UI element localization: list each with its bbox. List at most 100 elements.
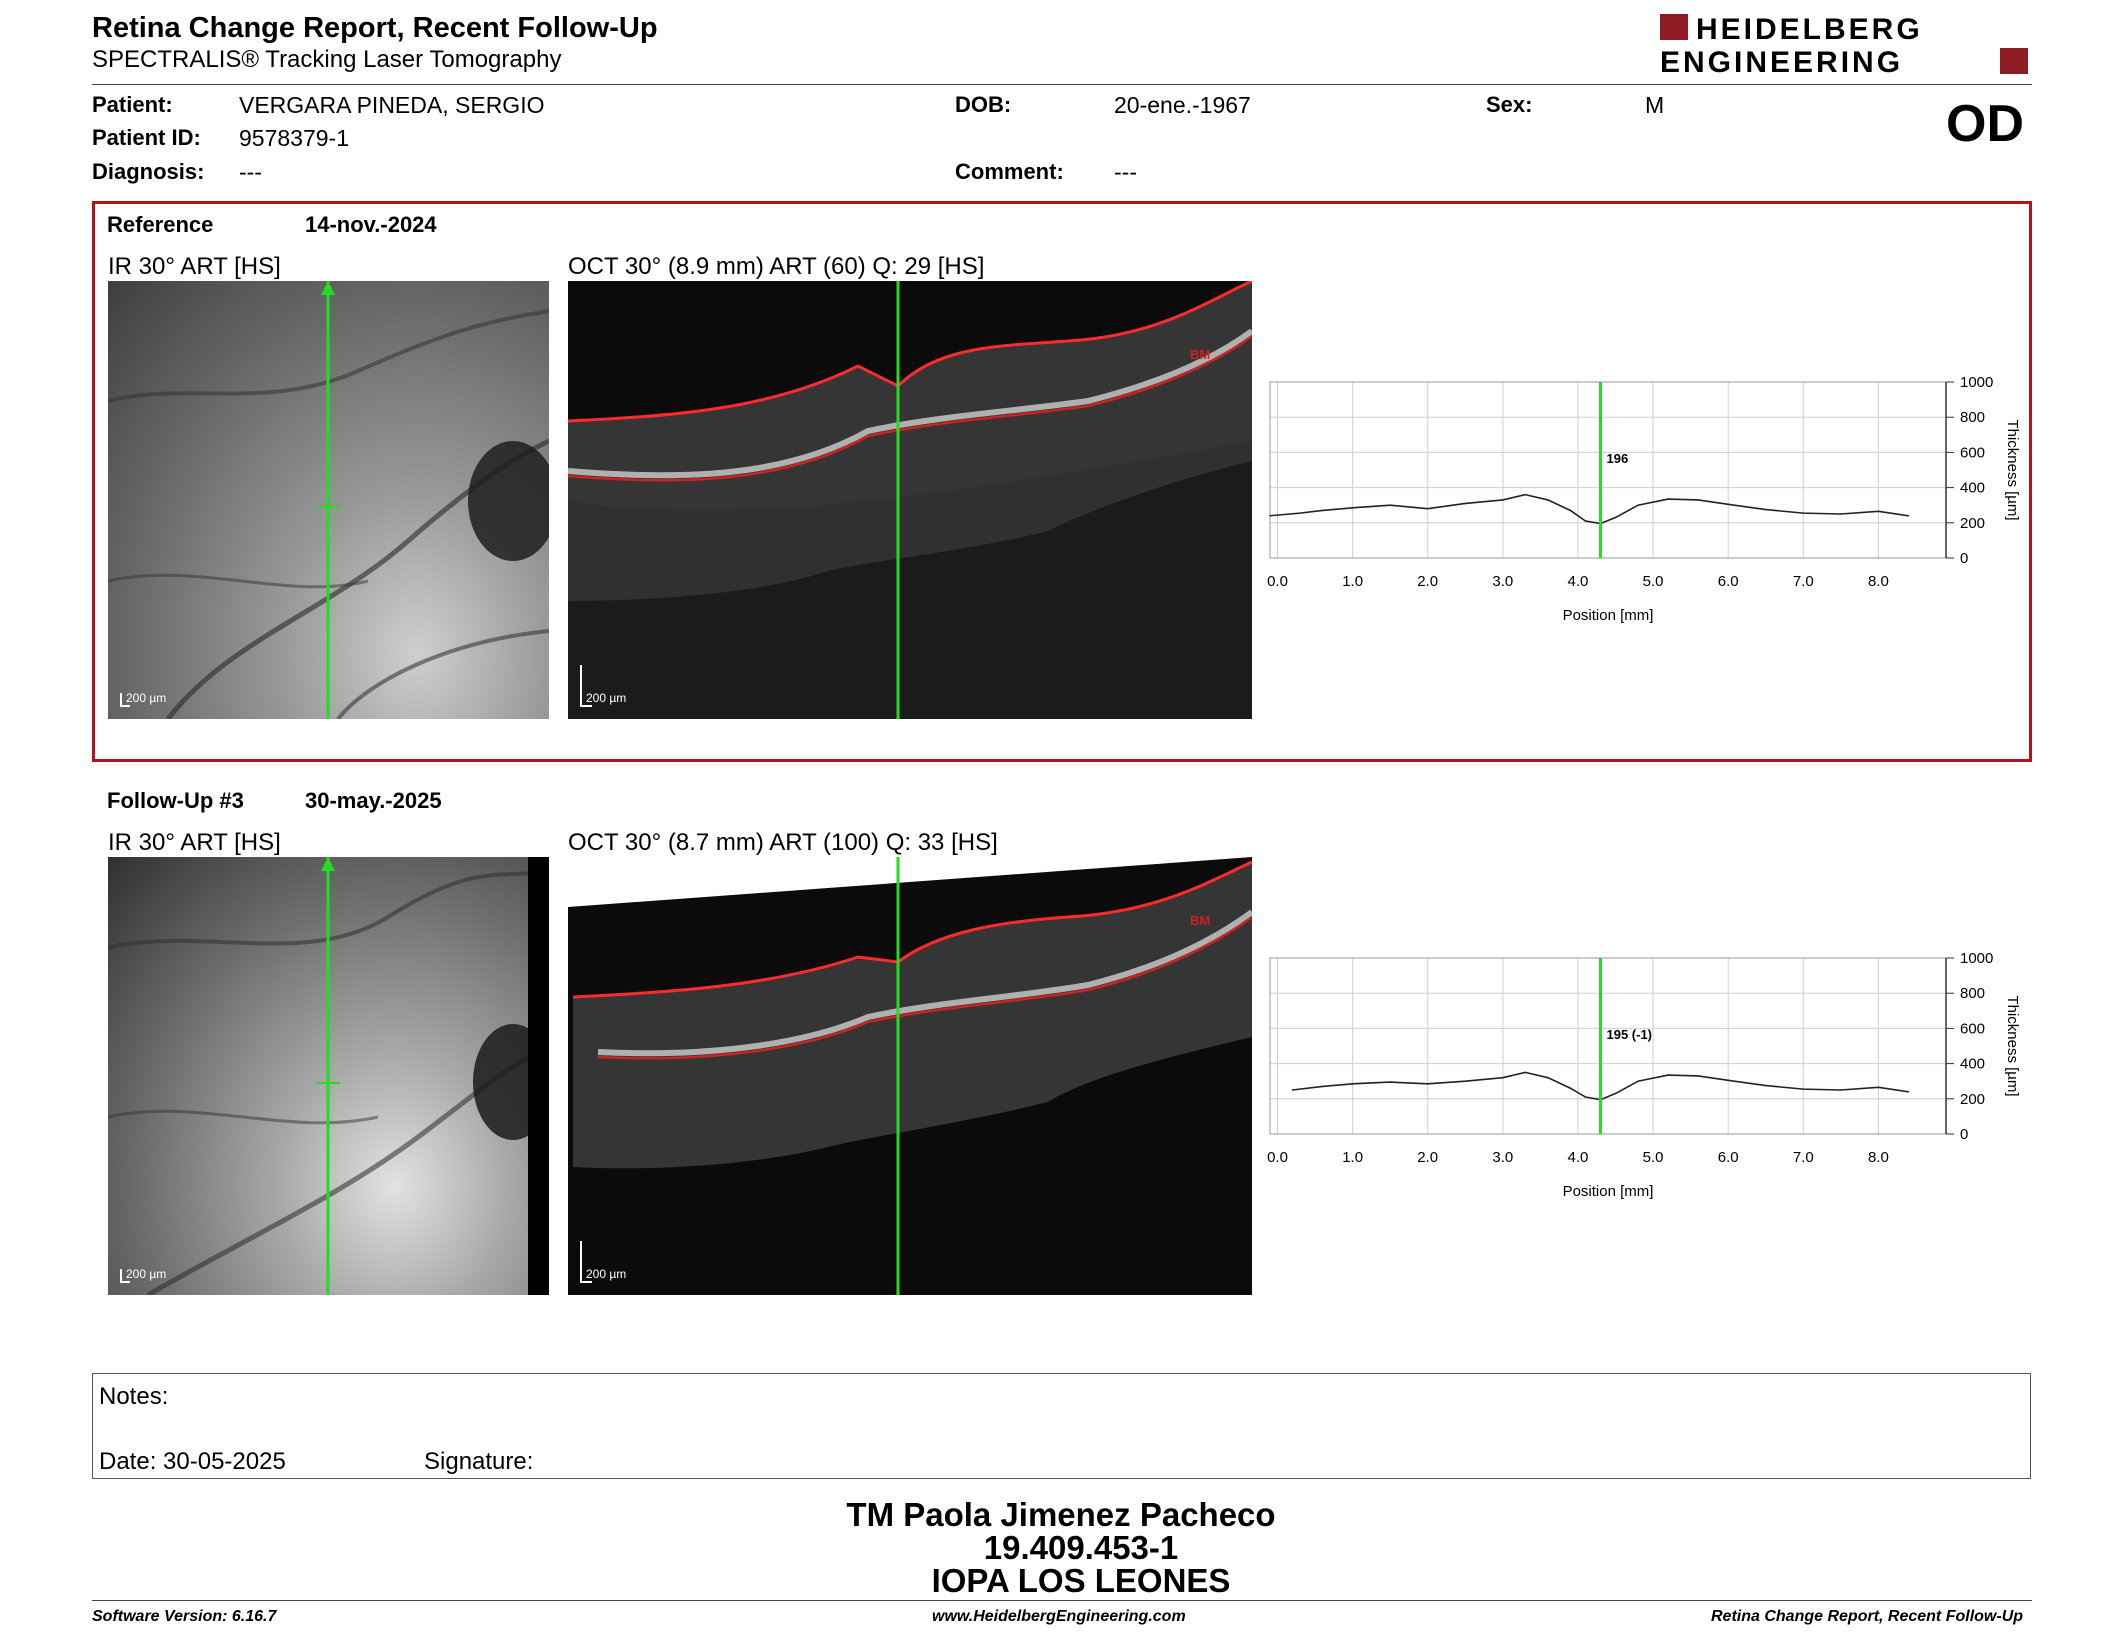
reference-chart-series-point bbox=[1614, 516, 1617, 519]
followup-chart-series-point bbox=[1614, 1092, 1617, 1095]
reference-chart-xtick-label: 4.0 bbox=[1568, 573, 1589, 590]
followup-chart-xtick-label: 8.0 bbox=[1868, 1149, 1889, 1166]
followup-oct-caption: OCT 30° (8.7 mm) ART (100) Q: 33 [HS] bbox=[568, 829, 998, 856]
followup-chart-series-point bbox=[1464, 1080, 1467, 1082]
reference-ir-image: 200 µm bbox=[108, 281, 549, 719]
diagnosis-value: --- bbox=[239, 159, 262, 185]
reference-chart-ytick-label: 200 bbox=[1960, 515, 1985, 532]
svg-text:HEIDELBERG: HEIDELBERG bbox=[1696, 13, 1923, 46]
reference-chart-series-point bbox=[1269, 514, 1271, 517]
followup-chart-plot-frame bbox=[1269, 957, 1947, 1135]
eye-laterality: OD bbox=[1946, 95, 2024, 153]
reference-chart-ytick-label: 400 bbox=[1960, 480, 1985, 497]
notes-label: Notes: bbox=[99, 1383, 169, 1410]
svg-text:BM: BM bbox=[1190, 913, 1210, 928]
followup-chart-xtick-label: 5.0 bbox=[1643, 1149, 1664, 1166]
sex-label: Sex: bbox=[1486, 92, 1533, 117]
reference-chart-series-point bbox=[1547, 499, 1549, 501]
reference-chart-series-point bbox=[1426, 507, 1429, 510]
notes-box[interactable] bbox=[92, 1373, 2031, 1479]
reference-ir-scalebar: 200 µm bbox=[120, 681, 180, 707]
reference-date: 14-nov.-2024 bbox=[305, 212, 437, 237]
reference-chart-marker-value: 196 bbox=[1606, 451, 1628, 466]
followup-ir-scalebar: 200 µm bbox=[120, 1257, 180, 1283]
heidelberg-logo: HEIDELBERG ENGINEERING bbox=[1660, 13, 2028, 76]
reference-chart-series-point bbox=[1584, 520, 1587, 522]
reference-chart-series-point bbox=[1321, 509, 1324, 512]
clinic-name: IOPA LOS LEONES bbox=[931, 1562, 1231, 1599]
followup-ir-image: 200 µm bbox=[108, 857, 549, 1295]
reference-oct-image: BM 200 µm bbox=[568, 281, 1252, 719]
reference-chart-ytick-label: 600 bbox=[1960, 444, 1985, 461]
reference-chart-series-point bbox=[1351, 507, 1354, 509]
followup-ir-caption: IR 30° ART [HS] bbox=[108, 829, 281, 856]
dob-label: DOB: bbox=[955, 92, 1012, 117]
followup-chart-y-axis-label: Thickness [µm] bbox=[2004, 995, 2021, 1096]
reference-chart-x-axis-label: Position [mm] bbox=[1563, 607, 1654, 624]
followup-chart-ytick-label: 1000 bbox=[1960, 950, 1993, 967]
footer-report-name: Retina Change Report, Recent Follow-Up bbox=[1711, 1608, 2024, 1625]
svg-text:ENGINEERING: ENGINEERING bbox=[1660, 46, 1903, 76]
followup-chart-series-point bbox=[1584, 1096, 1587, 1098]
reference-chart-xtick-label: 6.0 bbox=[1718, 573, 1739, 590]
signature-label: Signature: bbox=[424, 1448, 534, 1475]
reference-chart-xtick-label: 0.0 bbox=[1267, 573, 1288, 590]
followup-chart-xtick-label: 0.0 bbox=[1267, 1149, 1288, 1166]
svg-text:BM: BM bbox=[1190, 347, 1210, 362]
followup-chart-series-point bbox=[1697, 1075, 1699, 1077]
followup-oct-image: BM 200 µm bbox=[568, 857, 1252, 1295]
reference-chart-series-point bbox=[1502, 499, 1504, 501]
reference-chart-xtick-label: 1.0 bbox=[1342, 573, 1363, 590]
report-subtitle: SPECTRALIS® Tracking Laser Tomography bbox=[92, 46, 562, 73]
followup-chart-series-line-0 bbox=[1292, 1071, 1909, 1101]
reference-chart-ytick-label: 1000 bbox=[1960, 374, 1993, 391]
reference-chart-xtick-label: 7.0 bbox=[1793, 573, 1814, 590]
reference-chart-series-point bbox=[1802, 512, 1805, 514]
followup-chart-xtick-label: 1.0 bbox=[1342, 1149, 1363, 1166]
comment-value: --- bbox=[1114, 159, 1137, 185]
reference-chart-series-point bbox=[1389, 504, 1391, 506]
reference-chart-series-point bbox=[1299, 512, 1301, 514]
reference-chart-plot-frame bbox=[1269, 381, 1947, 559]
reference-chart-xtick-label: 3.0 bbox=[1492, 573, 1513, 590]
footer-divider bbox=[92, 1600, 2032, 1601]
followup-chart-series-point bbox=[1569, 1087, 1572, 1090]
followup-chart-series-point bbox=[1727, 1079, 1729, 1082]
followup-chart-series-point bbox=[1389, 1081, 1391, 1083]
followup-chart-xtick-label: 3.0 bbox=[1492, 1149, 1513, 1166]
followup-chart-xtick-label: 7.0 bbox=[1793, 1149, 1814, 1166]
reference-chart-series-point bbox=[1840, 513, 1842, 515]
website-link[interactable]: www.HeidelbergEngineering.com bbox=[932, 1608, 1186, 1625]
reference-chart-xtick-label: 2.0 bbox=[1417, 573, 1438, 590]
reference-chart-series-point bbox=[1764, 508, 1767, 511]
followup-label: Follow-Up #3 bbox=[107, 788, 244, 813]
reference-chart-series-point bbox=[1667, 498, 1669, 500]
reference-chart-series-point bbox=[1637, 504, 1639, 506]
patient-label: Patient: bbox=[92, 92, 173, 117]
followup-chart-series-point bbox=[1840, 1089, 1842, 1091]
patient-id-label: Patient ID: bbox=[92, 125, 201, 150]
reference-chart-series-point bbox=[1907, 514, 1910, 517]
followup-oct-scalebar: 200 µm bbox=[580, 1237, 640, 1283]
followup-chart-ytick-label: 800 bbox=[1960, 985, 1985, 1002]
reference-chart-series-point bbox=[1727, 503, 1729, 506]
followup-chart-series-point bbox=[1351, 1083, 1354, 1085]
followup-chart-series-point bbox=[1426, 1083, 1429, 1085]
reference-ir-vessels bbox=[108, 281, 549, 719]
followup-chart-xtick-label: 6.0 bbox=[1718, 1149, 1739, 1166]
followup-chart-ytick-label: 0 bbox=[1960, 1126, 1968, 1143]
reference-chart-series-point bbox=[1877, 510, 1880, 513]
followup-chart-series-point bbox=[1667, 1074, 1669, 1076]
followup-ir-vessels bbox=[108, 857, 549, 1295]
followup-chart-series-point bbox=[1802, 1088, 1805, 1090]
reference-thickness-chart: 0.0 1.0 2.0 3.0 4.0 5.0 6.0 7.0 8.0 0 200 400 600 800… bbox=[1267, 374, 2021, 624]
reference-chart-ytick-label: 800 bbox=[1960, 409, 1985, 426]
followup-chart-series-point bbox=[1637, 1080, 1639, 1082]
followup-chart-series-point bbox=[1321, 1085, 1324, 1088]
diagnosis-label: Diagnosis: bbox=[92, 159, 205, 184]
reference-label: Reference bbox=[107, 212, 214, 237]
reference-ir-caption: IR 30° ART [HS] bbox=[108, 253, 281, 280]
reference-oct-layers: BM bbox=[568, 281, 1252, 719]
followup-chart-xtick-label: 4.0 bbox=[1568, 1149, 1589, 1166]
comment-label: Comment: bbox=[955, 159, 1064, 184]
